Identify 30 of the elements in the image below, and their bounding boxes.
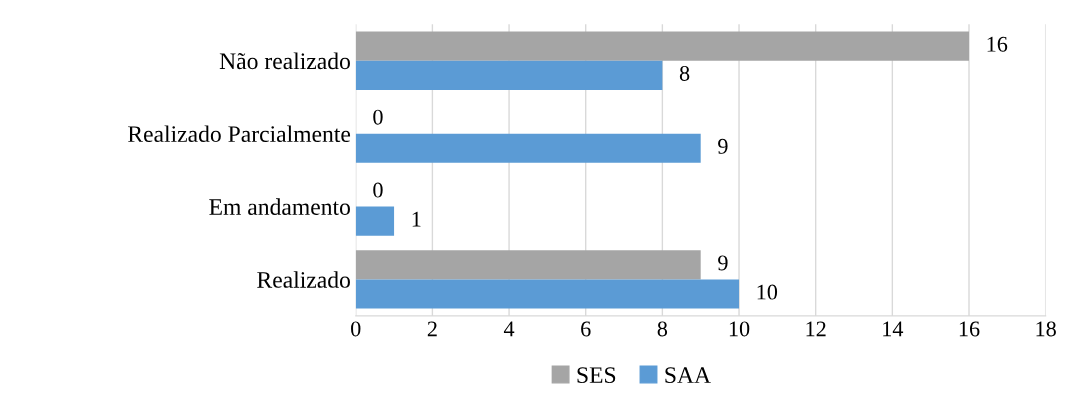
x-tick-label: 10: [729, 321, 750, 337]
legend-label: SES: [577, 367, 616, 384]
x-tick-label: 12: [806, 321, 826, 337]
y-tick-label: Realizado: [257, 271, 350, 288]
y-tick-label: Não realizado: [219, 52, 350, 70]
x-tick-label: 4: [503, 321, 515, 337]
bar: [355, 206, 395, 236]
data-label: 0: [373, 109, 383, 125]
x-tick-label: 8: [657, 321, 668, 337]
data-label: 16: [987, 36, 1008, 52]
legend-label: SAA: [665, 367, 711, 384]
bar: [355, 31, 969, 61]
x-tick-label: 6: [581, 321, 591, 337]
data-label: 9: [718, 255, 728, 271]
bar: [355, 60, 663, 90]
data-label: 10: [757, 284, 778, 300]
data-label: 8: [679, 65, 690, 81]
x-tick-label: 14: [883, 321, 904, 337]
data-label: 1: [412, 211, 421, 227]
bar: [355, 279, 740, 309]
x-tick-label: 18: [1036, 321, 1056, 337]
bar: [355, 133, 701, 163]
y-tick-label: Realizado Parcialmente: [128, 125, 351, 143]
x-tick-label: 16: [959, 321, 980, 337]
x-tick-label: 2: [427, 321, 437, 337]
data-label: 9: [718, 138, 728, 154]
data-label: 0: [373, 182, 383, 198]
x-tick-label: 0: [351, 321, 361, 337]
y-tick-label: Em andamento: [209, 198, 350, 215]
bar: [355, 250, 701, 280]
